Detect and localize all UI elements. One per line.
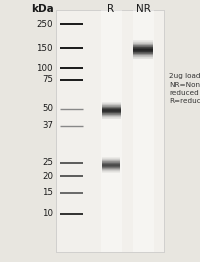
Bar (133, 55, 153, 56)
Bar (102, 103, 120, 104)
Bar (102, 105, 120, 106)
Bar (102, 116, 120, 117)
Bar (102, 109, 120, 110)
Bar (133, 48, 153, 49)
Bar (133, 47, 153, 48)
Text: NR: NR (136, 4, 150, 14)
Text: kDa: kDa (31, 4, 54, 14)
Bar (133, 52, 153, 53)
Bar (133, 41, 153, 42)
Bar (133, 53, 153, 54)
Bar (133, 43, 153, 44)
Text: 100: 100 (36, 64, 53, 73)
Bar (56, 10, 164, 252)
Bar (102, 164, 120, 165)
Bar (133, 58, 153, 59)
Text: 150: 150 (36, 44, 53, 53)
Bar (102, 165, 120, 166)
Bar (102, 104, 120, 105)
Text: R: R (107, 4, 115, 14)
Bar (133, 54, 153, 55)
Bar (101, 10, 122, 252)
Bar (133, 46, 153, 47)
Text: 25: 25 (42, 159, 53, 167)
Bar (102, 113, 120, 114)
Bar (102, 163, 120, 164)
Bar (102, 158, 120, 159)
Bar (102, 102, 120, 103)
Text: 75: 75 (42, 75, 53, 84)
Text: 10: 10 (42, 209, 53, 218)
Bar (102, 168, 120, 169)
Bar (102, 172, 120, 173)
Bar (102, 114, 120, 115)
Bar (133, 51, 153, 52)
Bar (102, 160, 120, 161)
Bar (102, 171, 120, 172)
Bar (133, 56, 153, 57)
Bar (102, 162, 120, 163)
Bar (102, 167, 120, 168)
Bar (102, 157, 120, 158)
Bar (102, 115, 120, 116)
Bar (102, 161, 120, 162)
Bar (102, 169, 120, 170)
Bar (132, 10, 154, 252)
Bar (102, 112, 120, 113)
Bar (133, 40, 153, 41)
Bar (133, 49, 153, 50)
Bar (102, 107, 120, 108)
Bar (102, 166, 120, 167)
Bar (133, 57, 153, 58)
Bar (102, 170, 120, 171)
Bar (102, 108, 120, 109)
Bar (102, 106, 120, 107)
Bar (133, 50, 153, 51)
Bar (133, 42, 153, 43)
Text: 15: 15 (42, 188, 53, 197)
Bar (102, 118, 120, 119)
Text: 37: 37 (42, 121, 53, 130)
Bar (133, 45, 153, 46)
Bar (133, 44, 153, 45)
Bar (102, 110, 120, 111)
Text: 2ug loading
NR=Non-
reduced
R=reduced: 2ug loading NR=Non- reduced R=reduced (169, 73, 200, 104)
Text: 250: 250 (36, 20, 53, 29)
Text: 50: 50 (42, 104, 53, 113)
Text: 20: 20 (42, 172, 53, 181)
Bar (102, 159, 120, 160)
Bar (102, 111, 120, 112)
Bar (102, 117, 120, 118)
